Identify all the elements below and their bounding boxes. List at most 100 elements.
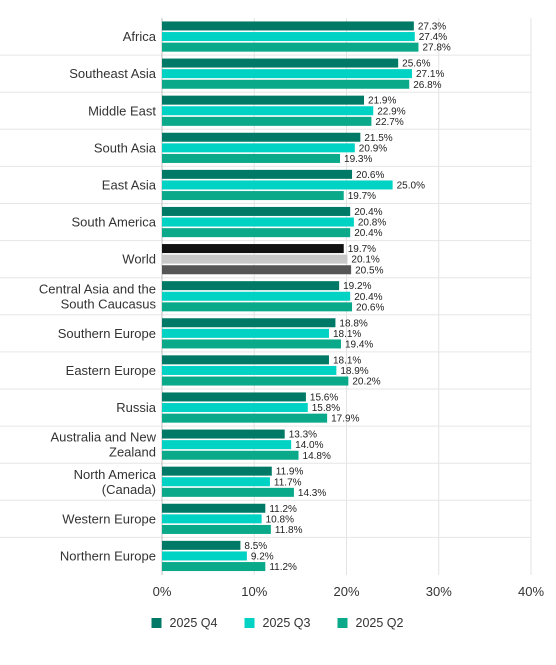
bar-world-2025-q2 [162,265,352,275]
bar-east-asia-2025-q2 [162,191,344,201]
value-label-central-asia-and-the-south-caucasus-2025-q2: 20.6% [356,302,384,313]
category-label-south-america: South America [71,215,156,230]
category-label-africa: Africa [123,29,157,44]
bar-western-europe-2025-q4 [162,503,266,513]
legend-swatch-2025-q2 [337,618,348,628]
legend-label-2025-q2: 2025 Q2 [356,616,404,630]
value-label-russia-2025-q3: 15.8% [312,403,340,414]
bar-eastern-europe-2025-q4 [162,355,329,365]
value-label-central-asia-and-the-south-caucasus-2025-q4: 19.2% [343,281,371,292]
x-tick-label-3: 30% [426,584,452,599]
bar-world-2025-q3 [162,254,348,264]
value-label-australia-and-new-zealand-2025-q3: 14.0% [295,440,323,451]
category-label-east-asia: East Asia [102,177,157,192]
value-label-east-asia-2025-q3: 25.0% [397,180,425,191]
value-label-western-europe-2025-q3: 10.8% [266,514,294,525]
bar-australia-and-new-zealand-2025-q4 [162,429,285,439]
value-label-world-2025-q3: 20.1% [351,255,379,266]
value-label-middle-east-2025-q2: 22.7% [375,117,403,128]
value-label-southeast-asia-2025-q3: 27.1% [416,69,444,80]
value-label-middle-east-2025-q4: 21.9% [368,96,396,107]
bar-north-america-canada-2025-q3 [162,477,270,487]
bar-south-asia-2025-q4 [162,132,361,142]
bar-north-america-canada-2025-q4 [162,466,272,476]
bar-southeast-asia-2025-q4 [162,58,399,68]
category-label-northern-europe: Northern Europe [60,548,156,563]
value-label-northern-europe-2025-q2: 11.2% [269,562,297,573]
bar-africa-2025-q4 [162,21,414,31]
value-label-south-asia-2025-q3: 20.9% [359,143,387,154]
bar-australia-and-new-zealand-2025-q3 [162,440,292,450]
legend-swatch-2025-q4 [151,618,162,628]
legend-label-2025-q3: 2025 Q3 [263,616,311,630]
value-label-africa-2025-q2: 27.8% [422,43,450,54]
category-label-north-america-canada: North America (Canada) [74,467,157,497]
value-label-africa-2025-q3: 27.4% [419,32,447,43]
bar-southern-europe-2025-q4 [162,318,336,328]
value-label-south-america-2025-q3: 20.8% [358,218,386,229]
bar-south-asia-2025-q3 [162,143,355,153]
bar-south-america-2025-q3 [162,217,354,227]
bar-africa-2025-q3 [162,32,415,42]
bar-central-asia-and-the-south-caucasus-2025-q4 [162,281,340,291]
value-label-east-asia-2025-q2: 19.7% [348,191,376,202]
value-label-eastern-europe-2025-q3: 18.9% [340,366,368,377]
value-label-southeast-asia-2025-q2: 26.8% [413,80,441,91]
value-label-australia-and-new-zealand-2025-q4: 13.3% [289,430,317,441]
bar-central-asia-and-the-south-caucasus-2025-q3 [162,291,351,301]
value-label-eastern-europe-2025-q2: 20.2% [352,377,380,388]
bar-south-asia-2025-q2 [162,153,341,163]
bar-northern-europe-2025-q4 [162,540,241,550]
bar-russia-2025-q2 [162,413,328,423]
value-label-middle-east-2025-q3: 22.9% [377,106,405,117]
legend-label-2025-q4: 2025 Q4 [170,616,218,630]
bar-middle-east-2025-q4 [162,95,365,105]
value-label-north-america-canada-2025-q2: 14.3% [298,488,326,499]
value-label-russia-2025-q4: 15.6% [310,392,338,403]
bar-central-asia-and-the-south-caucasus-2025-q2 [162,302,353,312]
value-label-south-america-2025-q4: 20.4% [354,207,382,218]
bar-middle-east-2025-q3 [162,106,374,116]
category-label-russia: Russia [116,400,157,415]
bar-south-america-2025-q2 [162,228,351,238]
value-label-eastern-europe-2025-q4: 18.1% [333,355,361,366]
category-label-southern-europe: Southern Europe [58,326,156,341]
category-label-australia-and-new-zealand: Australia and New Zealand [51,430,157,460]
category-label-central-asia-and-the-south-caucasus: Central Asia and the South Caucasus [39,281,157,311]
value-label-russia-2025-q2: 17.9% [331,414,359,425]
value-label-northern-europe-2025-q3: 9.2% [251,551,274,562]
value-label-australia-and-new-zealand-2025-q2: 14.8% [303,451,331,462]
x-tick-label-2: 20% [333,584,359,599]
bar-southern-europe-2025-q2 [162,339,341,349]
value-label-southern-europe-2025-q2: 19.4% [345,339,373,350]
value-label-western-europe-2025-q4: 11.2% [269,504,297,515]
value-label-central-asia-and-the-south-caucasus-2025-q3: 20.4% [354,292,382,303]
bar-east-asia-2025-q4 [162,169,353,179]
value-label-southeast-asia-2025-q4: 25.6% [402,59,430,70]
x-tick-label-1: 10% [241,584,267,599]
category-label-middle-east: Middle East [88,103,156,118]
bar-northern-europe-2025-q2 [162,562,266,572]
value-label-world-2025-q2: 20.5% [355,265,383,276]
x-tick-label-4: 40% [518,584,544,599]
value-label-south-asia-2025-q4: 21.5% [364,133,392,144]
bar-world-2025-q4 [162,244,344,254]
value-label-africa-2025-q4: 27.3% [418,21,446,32]
bar-south-america-2025-q4 [162,206,351,216]
value-label-east-asia-2025-q4: 20.6% [356,170,384,181]
category-label-western-europe: Western Europe [62,511,156,526]
value-label-western-europe-2025-q2: 11.8% [275,525,303,536]
bar-southern-europe-2025-q3 [162,328,329,338]
bar-eastern-europe-2025-q3 [162,365,337,375]
bar-middle-east-2025-q2 [162,116,372,126]
bar-western-europe-2025-q3 [162,514,262,524]
bar-southeast-asia-2025-q3 [162,69,412,79]
category-label-world: World [122,252,156,267]
bar-northern-europe-2025-q3 [162,551,247,561]
category-label-south-asia: South Asia [94,140,157,155]
bar-eastern-europe-2025-q2 [162,376,349,386]
bar-western-europe-2025-q2 [162,524,271,534]
value-label-southern-europe-2025-q4: 18.8% [339,318,367,329]
